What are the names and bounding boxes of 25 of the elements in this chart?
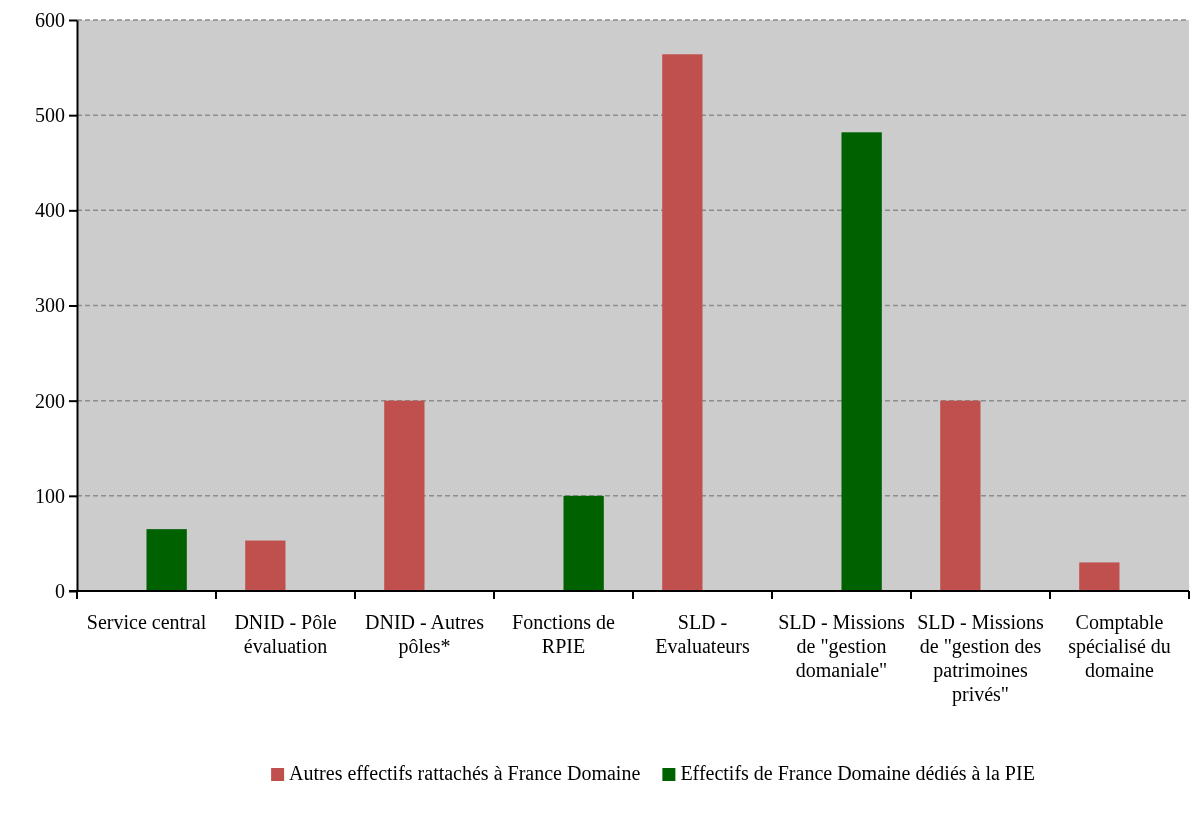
bar (146, 529, 187, 591)
y-tick-label: 400 (35, 199, 65, 222)
x-tick-label: Comptable spécialisé du domaine (1068, 611, 1171, 681)
x-tick-label: SLD - Missions de "gestion des patrimoines privés" (917, 611, 1045, 706)
x-tick-label: Fonctions de RPIE (512, 611, 616, 657)
y-tick-label: 0 (55, 579, 65, 602)
x-tick-label: SLD - Missions de "gestion domaniale" (778, 611, 906, 681)
x-tick-label: Service central (86, 611, 207, 633)
x-tick-label: SLD - Evaluateurs (655, 611, 750, 657)
bar (384, 400, 425, 591)
bar (1079, 562, 1120, 591)
x-tick-label: DNID - Autres pôles* (365, 611, 485, 658)
y-tick-label: 100 (35, 484, 65, 507)
legend-label: Effectifs de France Domaine dédiés à la PIE (680, 762, 1035, 784)
y-tick-label: 600 (35, 8, 65, 31)
bar (563, 495, 604, 591)
y-tick-label: 500 (35, 104, 65, 127)
bar (841, 132, 882, 591)
x-tick-label: DNID - Pôle évaluation (234, 611, 337, 657)
bar (940, 400, 981, 591)
bar (662, 54, 703, 591)
bar (245, 540, 286, 591)
legend-label: Autres effectifs rattachés à France Domaine (289, 762, 641, 784)
y-tick-label: 200 (35, 389, 65, 412)
y-tick-label: 300 (35, 294, 65, 317)
